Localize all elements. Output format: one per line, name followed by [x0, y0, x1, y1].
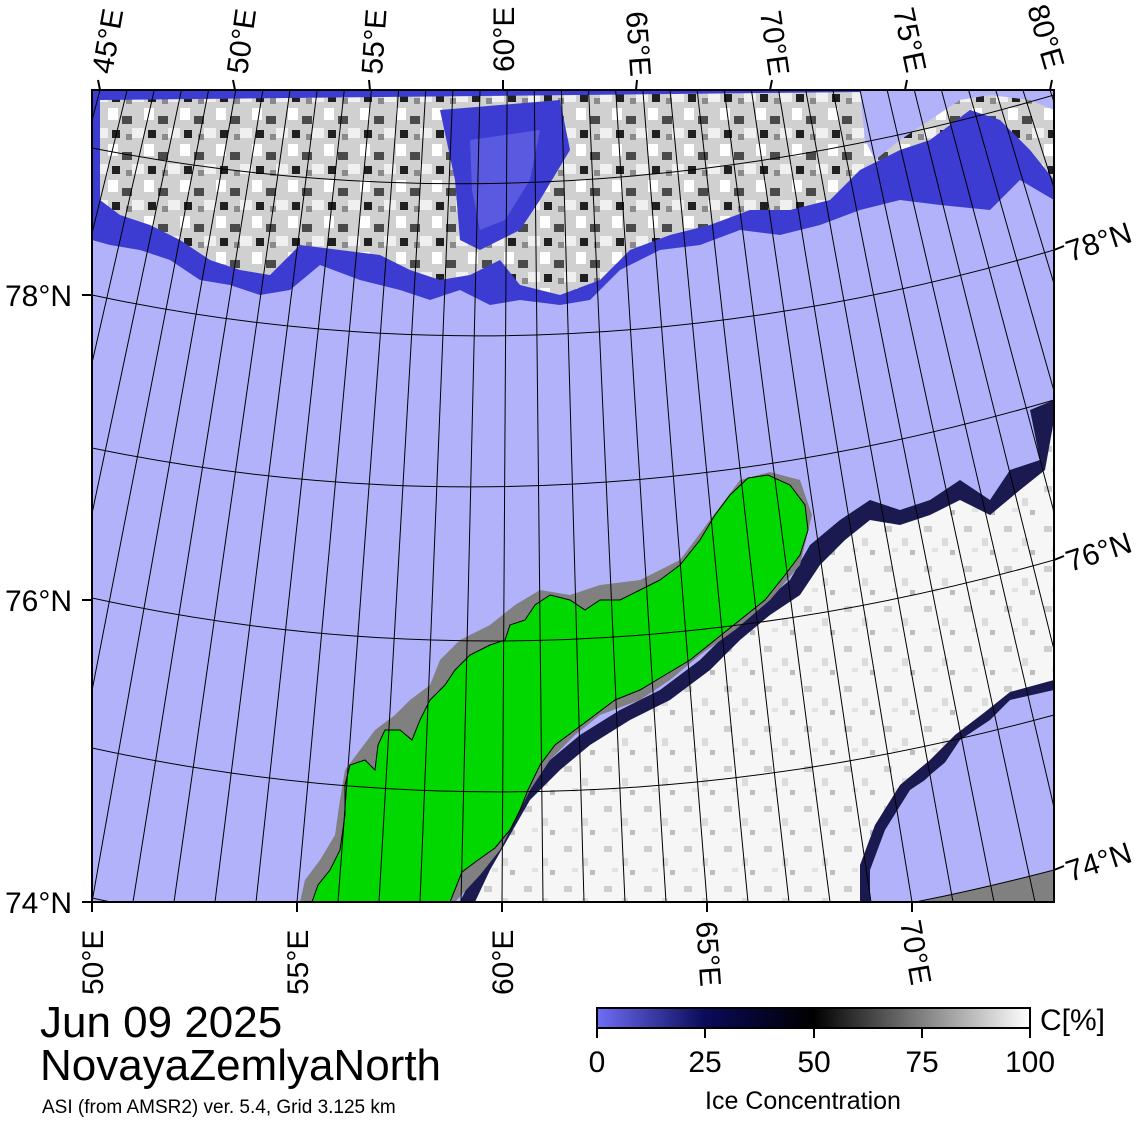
- meridian-line: [92, 90, 210, 694]
- region-title: NovayaZemlyaNorth: [40, 1041, 442, 1090]
- meridian-line: [214, 90, 318, 902]
- right-latitude-labels: 78°N 76°N 74°N: [1062, 217, 1136, 889]
- meridian-line: [255, 90, 345, 902]
- right-lat-label: 76°N: [1062, 527, 1136, 579]
- meridian-line: [913, 90, 1054, 652]
- meridian-line: [886, 90, 1054, 810]
- meridian-line: [92, 90, 101, 123]
- colorbar-unit: C[%]: [1040, 1004, 1106, 1037]
- left-lat-label: 74°N: [5, 887, 72, 920]
- meridian-line: [92, 90, 237, 902]
- latitude-lines: [92, 94, 1054, 902]
- meridian-line: [296, 90, 372, 902]
- southeast-water: [875, 710, 1054, 902]
- colorbar-tick-label: 50: [797, 1046, 831, 1079]
- meridian-line: [940, 90, 1054, 515]
- bottom-lon-label: 50°E: [77, 930, 110, 995]
- top-lon-label: 80°E: [1020, 1, 1070, 73]
- meridian-line: [832, 90, 995, 902]
- bottom-longitude-labels: 50°E 55°E 60°E 65°E 70°E: [77, 917, 937, 995]
- meridian-line: [723, 90, 831, 902]
- colorbar-title: Ice Concentration: [705, 1087, 901, 1115]
- meridian-line: [995, 90, 1054, 286]
- meridian-line: [750, 90, 872, 902]
- longitude-lines: [0, 90, 1147, 902]
- meridian-line: [132, 90, 264, 902]
- top-lon-label: 60°E: [488, 7, 521, 72]
- novaya-zemlya-land: [311, 474, 809, 902]
- bottom-lon-label: 55°E: [282, 930, 315, 995]
- source-note: ASI (from AMSR2) ver. 5.4, Grid 3.125 km: [42, 1097, 396, 1118]
- meridian-line: [696, 90, 790, 902]
- meridian-line: [669, 90, 749, 902]
- meridian-line: [615, 90, 667, 902]
- colorbar: [596, 1007, 1031, 1029]
- meridian-line: [92, 90, 155, 366]
- left-lat-label: 76°N: [5, 585, 72, 618]
- meridian-line: [419, 90, 454, 902]
- colorbar-tick-label: 75: [905, 1046, 939, 1079]
- meridian-line: [642, 90, 708, 902]
- colorbar-tick-label: 0: [588, 1046, 606, 1079]
- meridian-line: [337, 90, 400, 902]
- top-lon-label: 70°E: [753, 8, 795, 77]
- right-lat-label: 78°N: [1062, 217, 1136, 269]
- bottom-lon-label: 60°E: [487, 930, 520, 995]
- top-lon-label: 55°E: [356, 8, 393, 76]
- meridian-line: [1049, 90, 1054, 104]
- map-frame: [91, 89, 1055, 903]
- meridian-line: [859, 90, 1036, 902]
- meridian-line: [560, 90, 585, 902]
- colorbar-tick-label: 25: [688, 1046, 722, 1079]
- meridian-line: [173, 90, 291, 902]
- colorbar-tick-label: 100: [1004, 1046, 1056, 1079]
- left-latitude-labels: 78°N 76°N 74°N: [5, 280, 72, 920]
- meridian-line: [378, 90, 427, 902]
- colorbar-ticks: [596, 1028, 1031, 1038]
- top-lon-label: 45°E: [86, 6, 130, 76]
- northern-water-gap-inner: [470, 130, 540, 230]
- meridian-line: [92, 90, 182, 517]
- meridian-line: [588, 90, 626, 902]
- meridian-line: [778, 90, 913, 902]
- bottom-lon-label: 70°E: [893, 917, 937, 987]
- meridian-line: [0, 90, 73, 902]
- meridian-line: [460, 90, 481, 902]
- top-longitude-labels: 45°E 50°E 55°E 60°E 65°E 70°E 75°E 80°E: [86, 1, 1070, 78]
- bottom-lon-label: 65°E: [689, 920, 726, 988]
- top-lon-label: 75°E: [886, 5, 932, 76]
- meridian-line: [968, 90, 1054, 393]
- right-lat-label: 74°N: [1062, 837, 1136, 889]
- top-lon-label: 50°E: [221, 7, 263, 76]
- left-lat-label: 78°N: [5, 280, 72, 313]
- meridian-line: [1104, 90, 1147, 902]
- meridian-line: [92, 90, 128, 236]
- northeast-water: [860, 90, 1054, 160]
- meridian-line: [501, 90, 508, 902]
- meridian-line: [533, 90, 544, 902]
- date-title: Jun 09 2025: [40, 998, 283, 1047]
- meridian-line: [1077, 90, 1147, 902]
- top-lon-label: 65°E: [619, 10, 656, 78]
- meridian-line: [805, 90, 954, 902]
- tick-marks: [82, 79, 1065, 912]
